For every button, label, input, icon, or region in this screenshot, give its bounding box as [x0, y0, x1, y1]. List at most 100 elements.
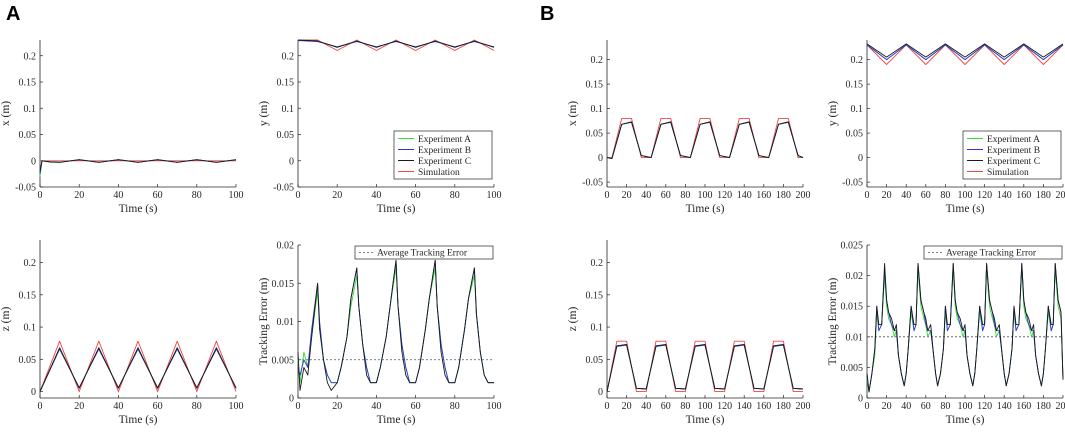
- y-tick-label: 0.01: [846, 332, 864, 343]
- x-tick-label: 20: [882, 401, 892, 412]
- x-tick-label: 0: [296, 401, 301, 412]
- y-tick-label: 0.1: [24, 104, 37, 115]
- x-tick-label: 0: [605, 190, 610, 201]
- legend-label-exp-c: Experiment C: [418, 157, 471, 167]
- x-tick-label: 80: [680, 401, 690, 412]
- panel-label-a: A: [6, 3, 20, 25]
- y-tick-label: -0.05: [15, 183, 36, 194]
- legend-label-exp-b: Experiment B: [418, 146, 471, 156]
- x-tick-label: 80: [192, 190, 202, 201]
- y-tick-label: -0.05: [273, 183, 294, 194]
- series-simulation: [606, 340, 803, 393]
- x-tick-label: 100: [698, 190, 713, 201]
- x-tick-label: 100: [958, 401, 973, 412]
- y-axis-label: x (m): [0, 101, 12, 126]
- y-axis-label: Tracking Error (m): [827, 277, 839, 365]
- x-tick-label: 120: [977, 401, 992, 412]
- y-tick-label: 0.2: [851, 55, 864, 66]
- series-experiment-c: [297, 39, 495, 48]
- x-tick-label: 0: [38, 401, 43, 412]
- series-experiment-b: [39, 159, 237, 174]
- y-axis-label: x (m): [567, 101, 579, 126]
- x-tick-label: 20: [622, 401, 632, 412]
- x-tick-label: 0: [865, 190, 870, 201]
- legend-box: [354, 245, 494, 260]
- series-experiment-c: [866, 262, 1064, 393]
- x-tick-label: 100: [487, 190, 502, 201]
- series-experiment-c: [606, 344, 804, 392]
- x-tick-label: 0: [38, 190, 43, 201]
- chart-b3: 0 20 40 60 80 100 120 140 160 180 200 0 0.05 0.1 0.15 0…: [567, 240, 811, 426]
- x-axis-label: Time (s): [119, 203, 158, 215]
- x-tick-label: 40: [371, 401, 381, 412]
- legend-label-exp-a: Experiment A: [418, 135, 471, 145]
- y-tick-label: 0.2: [24, 51, 37, 62]
- x-axis-label: Time (s): [946, 414, 985, 426]
- x-tick-label: 100: [698, 401, 713, 412]
- series-experiment-b: [606, 344, 804, 392]
- y-tick-label: 0: [289, 394, 294, 405]
- series-experiment-a: [39, 348, 237, 392]
- x-axis-label: Time (s): [686, 414, 725, 426]
- y-tick-label: -0.05: [842, 178, 863, 189]
- y-tick-label: 0: [289, 156, 294, 167]
- legend-label-sim: Simulation: [418, 168, 460, 178]
- x-tick-label: 180: [1036, 401, 1051, 412]
- y-tick-label: 0.1: [851, 104, 864, 115]
- y-tick-label: 0.2: [591, 55, 604, 66]
- y-tick-label: 0.015: [841, 302, 864, 313]
- x-tick-label: 180: [776, 401, 791, 412]
- x-tick-label: 200: [1056, 401, 1065, 412]
- chart-b1: 0 20 40 60 80 100 120 140 160 180 200-0.0500.050.1…: [567, 40, 811, 215]
- y-tick-label: 0.02: [277, 241, 295, 252]
- x-tick-label: 20: [332, 401, 342, 412]
- series-experiment-c: [297, 259, 494, 391]
- x-tick-label: 180: [1036, 190, 1051, 201]
- y-tick-label: 0: [31, 156, 36, 167]
- panel-label-b: B: [540, 3, 554, 25]
- x-tick-label: 20: [622, 190, 632, 201]
- x-tick-label: 0: [865, 401, 870, 412]
- y-tick-label: 0: [598, 153, 603, 164]
- x-tick-label: 200: [796, 190, 811, 201]
- x-tick-label: 20: [74, 190, 84, 201]
- y-tick-label: 0.15: [19, 290, 37, 301]
- x-tick-label: 20: [882, 190, 892, 201]
- x-tick-label: 80: [680, 190, 690, 201]
- x-tick-label: 140: [737, 190, 752, 201]
- y-tick-label: 0.005: [272, 355, 295, 366]
- x-tick-label: 160: [756, 401, 771, 412]
- legend-label-exp-a: Experiment A: [987, 135, 1040, 145]
- x-tick-label: 20: [332, 190, 342, 201]
- x-tick-label: 40: [901, 401, 911, 412]
- x-tick-label: 140: [997, 401, 1012, 412]
- x-tick-label: 40: [641, 401, 651, 412]
- y-axis-label: z (m): [567, 307, 579, 332]
- x-tick-label: 160: [756, 190, 771, 201]
- y-axis-label: y (m): [827, 101, 839, 126]
- y-axis-label: y (m): [258, 101, 270, 126]
- series-experiment-c: [39, 347, 237, 392]
- x-tick-label: 140: [737, 401, 752, 412]
- y-tick-label: 0.1: [282, 104, 295, 115]
- series-experiment-b: [39, 348, 237, 392]
- y-tick-label: 0.15: [846, 80, 864, 91]
- series-simulation: [866, 44, 1064, 65]
- y-tick-label: 0.1: [591, 323, 604, 334]
- x-tick-label: 40: [901, 190, 911, 201]
- x-tick-label: 120: [717, 190, 732, 201]
- y-axis-label: Tracking Error (m): [258, 277, 270, 365]
- x-axis-label: Time (s): [377, 203, 416, 215]
- series-simulation: [298, 39, 495, 51]
- x-tick-label: 40: [371, 190, 381, 201]
- y-tick-label: 0.01: [277, 317, 295, 328]
- x-axis-label: Time (s): [377, 414, 416, 426]
- x-tick-label: 20: [74, 401, 84, 412]
- y-tick-label: 0: [858, 153, 863, 164]
- y-tick-label: 0.025: [841, 241, 864, 252]
- y-tick-label: 0.02: [846, 271, 864, 282]
- y-tick-label: 0.15: [586, 80, 604, 91]
